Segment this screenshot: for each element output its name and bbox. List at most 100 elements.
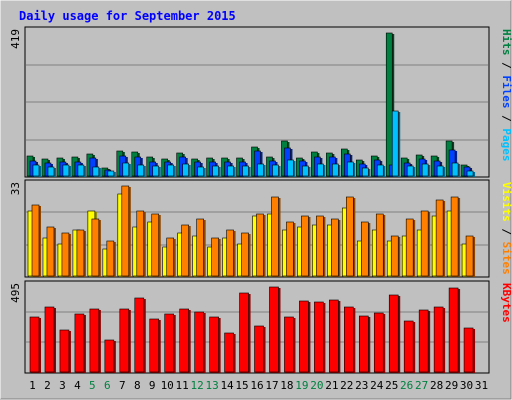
- x-tick-label: 30: [460, 379, 473, 392]
- bar-sites-day-7: [121, 185, 130, 277]
- bar-pages-day-14: [227, 165, 234, 177]
- bar-sites-day-17: [271, 196, 279, 277]
- bar-kbytes-day-22: [344, 306, 354, 373]
- bar-kbytes-day-9: [149, 318, 160, 373]
- bar-sites-day-22: [346, 196, 354, 277]
- x-tick-label: 8: [134, 379, 141, 392]
- x-tick-label: 19: [295, 379, 308, 392]
- bar-kbytes-day-15: [239, 292, 249, 373]
- bar-sites-day-18: [286, 221, 294, 277]
- bar-sites-day-29: [450, 196, 459, 277]
- bar-pages-day-15: [242, 165, 249, 177]
- bar-pages-day-11: [182, 163, 189, 177]
- max-label-bottom: 495: [9, 283, 22, 303]
- legend-top: Hits / Files / Pages: [500, 29, 512, 162]
- bar-kbytes-day-10: [164, 313, 175, 373]
- x-tick-label: 9: [149, 379, 156, 392]
- x-tick-label: 3: [59, 379, 66, 392]
- bar-sites-day-5: [91, 218, 100, 277]
- x-tick-label: 31: [475, 379, 488, 392]
- bar-pages-day-16: [257, 163, 264, 177]
- bar-sites-day-20: [316, 215, 324, 277]
- bar-sites-day-15: [241, 232, 249, 277]
- x-tick-label: 18: [280, 379, 293, 392]
- bar-kbytes-day-30: [463, 327, 474, 373]
- bar-sites-day-1: [31, 204, 40, 277]
- bar-pages-day-10: [167, 164, 175, 177]
- chart-title: Daily usage for September 2015: [19, 9, 236, 23]
- bar-pages-day-13: [212, 165, 219, 177]
- bar-kbytes-day-13: [209, 316, 219, 373]
- bar-sites-day-2: [46, 226, 55, 277]
- bar-kbytes-day-17: [269, 286, 279, 373]
- bar-pages-day-21: [332, 163, 339, 177]
- panel-top: 419 Hits / Files / Pages: [9, 26, 512, 178]
- bar-pages-day-19: [302, 165, 309, 177]
- bar-kbytes-day-20: [314, 301, 324, 373]
- bar-pages-day-12: [197, 166, 204, 177]
- x-tick-label: 26: [400, 379, 413, 392]
- bar-pages-day-29: [451, 162, 459, 177]
- panel-bottom: 495 KBytes: [9, 280, 512, 374]
- x-tick-label: 29: [445, 379, 458, 392]
- x-tick-label: 23: [355, 379, 368, 392]
- legend-bottom: KBytes: [500, 283, 512, 323]
- bar-kbytes-day-26: [403, 320, 414, 373]
- legend-entry-kbytes: KBytes: [500, 283, 512, 323]
- bar-hits-day-25: [385, 32, 393, 177]
- x-tick-label: 27: [415, 379, 428, 392]
- bar-kbytes-day-23: [358, 315, 369, 373]
- x-tick-label: 14: [220, 379, 234, 392]
- bar-kbytes-day-29: [448, 287, 459, 373]
- bar-sites-day-4: [76, 229, 85, 277]
- bar-sites-day-26: [405, 218, 414, 277]
- x-tick-label: 20: [310, 379, 323, 392]
- bar-kbytes-day-6: [104, 339, 115, 373]
- bar-sites-day-12: [196, 218, 204, 277]
- x-tick-label: 17: [265, 379, 278, 392]
- bar-pages-day-1: [32, 164, 40, 177]
- bar-pages-day-7: [122, 162, 130, 177]
- bar-kbytes-day-24: [373, 312, 384, 373]
- bar-kbytes-day-11: [179, 308, 189, 373]
- bar-sites-day-19: [301, 215, 309, 277]
- x-tick-label: 22: [340, 379, 353, 392]
- bar-sites-day-13: [211, 237, 219, 277]
- max-label-top: 419: [9, 29, 22, 49]
- bar-kbytes-day-18: [284, 316, 294, 373]
- bar-pages-day-2: [47, 166, 55, 177]
- bar-pages-day-8: [137, 164, 145, 177]
- legend-middle: Visits / Sites: [500, 182, 512, 275]
- x-tick-label: 13: [205, 379, 218, 392]
- bar-pages-day-18: [287, 159, 294, 177]
- bar-pages-day-24: [376, 164, 384, 177]
- bar-kbytes-day-2: [44, 306, 55, 373]
- x-tick-label: 25: [385, 379, 398, 392]
- x-tick-label: 10: [161, 379, 174, 392]
- legend-entry-sites: Sites: [500, 242, 512, 275]
- bar-pages-day-22: [347, 161, 354, 177]
- bar-kbytes-day-4: [74, 313, 85, 373]
- panel-middle: 33 Visits / Sites: [9, 179, 512, 278]
- bar-sites-day-10: [166, 237, 175, 277]
- x-tick-label: 28: [430, 379, 443, 392]
- bar-pages-day-5: [92, 166, 100, 177]
- bar-pages-day-26: [406, 165, 414, 177]
- bar-kbytes-day-21: [329, 299, 339, 373]
- bar-kbytes-day-28: [433, 306, 444, 373]
- x-tick-label: 5: [89, 379, 96, 392]
- x-tick-label: 1: [29, 379, 36, 392]
- bar-sites-day-30: [465, 235, 474, 277]
- bar-kbytes-day-1: [29, 316, 40, 373]
- bar-pages-day-3: [62, 164, 70, 177]
- bar-pages-day-4: [77, 164, 85, 177]
- bar-sites-day-27: [420, 210, 429, 277]
- bar-sites-day-21: [331, 218, 339, 277]
- x-tick-label: 11: [176, 379, 189, 392]
- bar-kbytes-day-3: [59, 329, 70, 373]
- bar-sites-day-16: [256, 213, 264, 277]
- x-tick-label: 21: [325, 379, 338, 392]
- x-tick-label: 15: [235, 379, 248, 392]
- bar-sites-day-24: [375, 213, 384, 277]
